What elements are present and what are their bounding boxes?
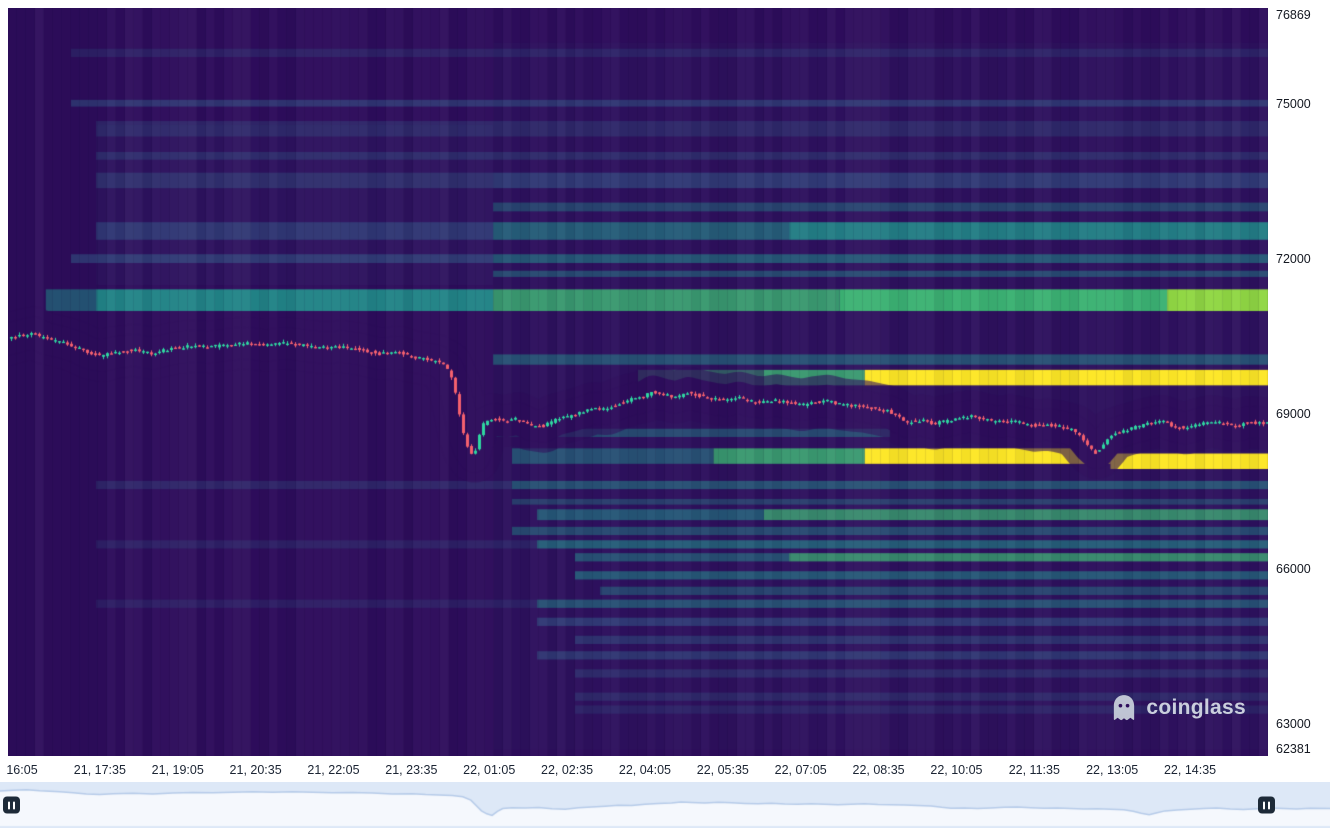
y-axis-label: 76869: [1276, 8, 1311, 22]
y-axis-label: 75000: [1276, 97, 1311, 112]
x-axis-label: 22, 07:05: [774, 763, 827, 777]
y-axis-label: 62381: [1276, 742, 1311, 756]
y-axis-label: 72000: [1276, 252, 1311, 267]
y-axis-label: 66000: [1276, 562, 1311, 577]
x-axis-label: 21, 20:35: [229, 763, 282, 777]
y-axis-label: 69000: [1276, 407, 1311, 422]
pause-bar-icon: [1268, 801, 1270, 809]
x-axis-label: 22, 13:05: [1086, 763, 1139, 777]
y-axis-label: 63000: [1276, 717, 1311, 732]
x-axis-label: 21, 23:35: [385, 763, 438, 777]
x-axis-label: 21, 17:35: [73, 763, 126, 777]
x-axis-label: 22, 04:05: [618, 763, 672, 777]
x-axis-label: 22, 05:35: [696, 763, 749, 777]
navigator-handle-left[interactable]: [3, 796, 20, 814]
x-axis-label: 16:05: [6, 763, 38, 777]
pause-bar-icon: [13, 801, 15, 809]
pause-bar-icon: [8, 801, 10, 809]
x-axis-label: 22, 11:35: [1008, 763, 1060, 777]
x-axis-label: 22, 02:35: [541, 763, 594, 777]
pause-bar-icon: [1263, 801, 1265, 809]
navigator-minimap[interactable]: [0, 782, 1330, 828]
x-axis-label: 22, 08:35: [852, 763, 905, 777]
x-axis-label: 22, 10:05: [930, 763, 983, 777]
navigator-handle-right[interactable]: [1258, 796, 1275, 814]
range-navigator: [0, 782, 1330, 828]
x-axis-label: 22, 14:35: [1163, 763, 1217, 777]
x-axis-label: 21, 22:05: [307, 763, 360, 777]
liquidation-heatmap-canvas[interactable]: [8, 8, 1268, 756]
x-axis-label: 22, 01:05: [463, 763, 516, 777]
x-axis-label: 21, 19:05: [151, 763, 204, 777]
